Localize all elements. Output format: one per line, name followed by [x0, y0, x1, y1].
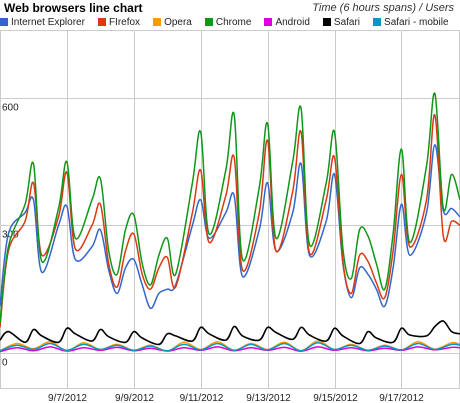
x-tick-label: 9/7/2012 [48, 393, 87, 403]
legend-label: Internet Explorer [11, 16, 85, 28]
series-line-safari [0, 320, 460, 346]
y-tick-label: 600 [2, 103, 19, 114]
legend-item: Safari [322, 16, 361, 28]
x-tick-label: 9/17/2012 [379, 393, 424, 403]
chart-subtitle: Time (6 hours spans) / Users [312, 2, 454, 14]
legend-item: Android [264, 16, 310, 28]
legend-label: Safari [333, 16, 361, 28]
legend-label: Safari - mobile [384, 16, 449, 28]
x-tick-label: 9/15/2012 [313, 393, 358, 403]
legend-item: Internet Explorer [0, 17, 85, 28]
legend-item: Opera [153, 17, 192, 28]
y-tick-label: 300 [2, 230, 19, 241]
legend-label: Opera [164, 16, 192, 28]
legend-item: FIrefox [97, 16, 141, 28]
series-line-safari-mobile [0, 341, 460, 352]
legend-label: FIrefox [108, 16, 141, 28]
legend-swatch [264, 18, 273, 26]
series-line-chrome [0, 92, 460, 324]
legend-item: Chrome [204, 16, 252, 28]
chart-title: Web browsers line chart [4, 1, 143, 15]
legend-swatch [322, 18, 331, 26]
legend-swatch [153, 18, 162, 26]
legend-swatch [204, 18, 213, 26]
series-line-internet-explorer [0, 143, 460, 310]
x-tick-label: 9/13/2012 [246, 393, 291, 403]
x-tick-label: 9/11/2012 [180, 393, 224, 403]
legend-swatch [0, 18, 8, 26]
series-line-firefox [0, 114, 460, 328]
legend-item: Safari - mobile [373, 16, 449, 28]
chart-legend: Internet Explorer FIrefox Opera Chrome Andro… [0, 15, 460, 29]
legend-label: Chrome [215, 16, 252, 28]
legend-label: Android [275, 16, 310, 28]
y-tick-label: 0 [2, 358, 8, 369]
legend-swatch [97, 18, 106, 26]
x-tick-label: 9/9/2012 [115, 393, 154, 403]
legend-swatch [373, 18, 382, 26]
